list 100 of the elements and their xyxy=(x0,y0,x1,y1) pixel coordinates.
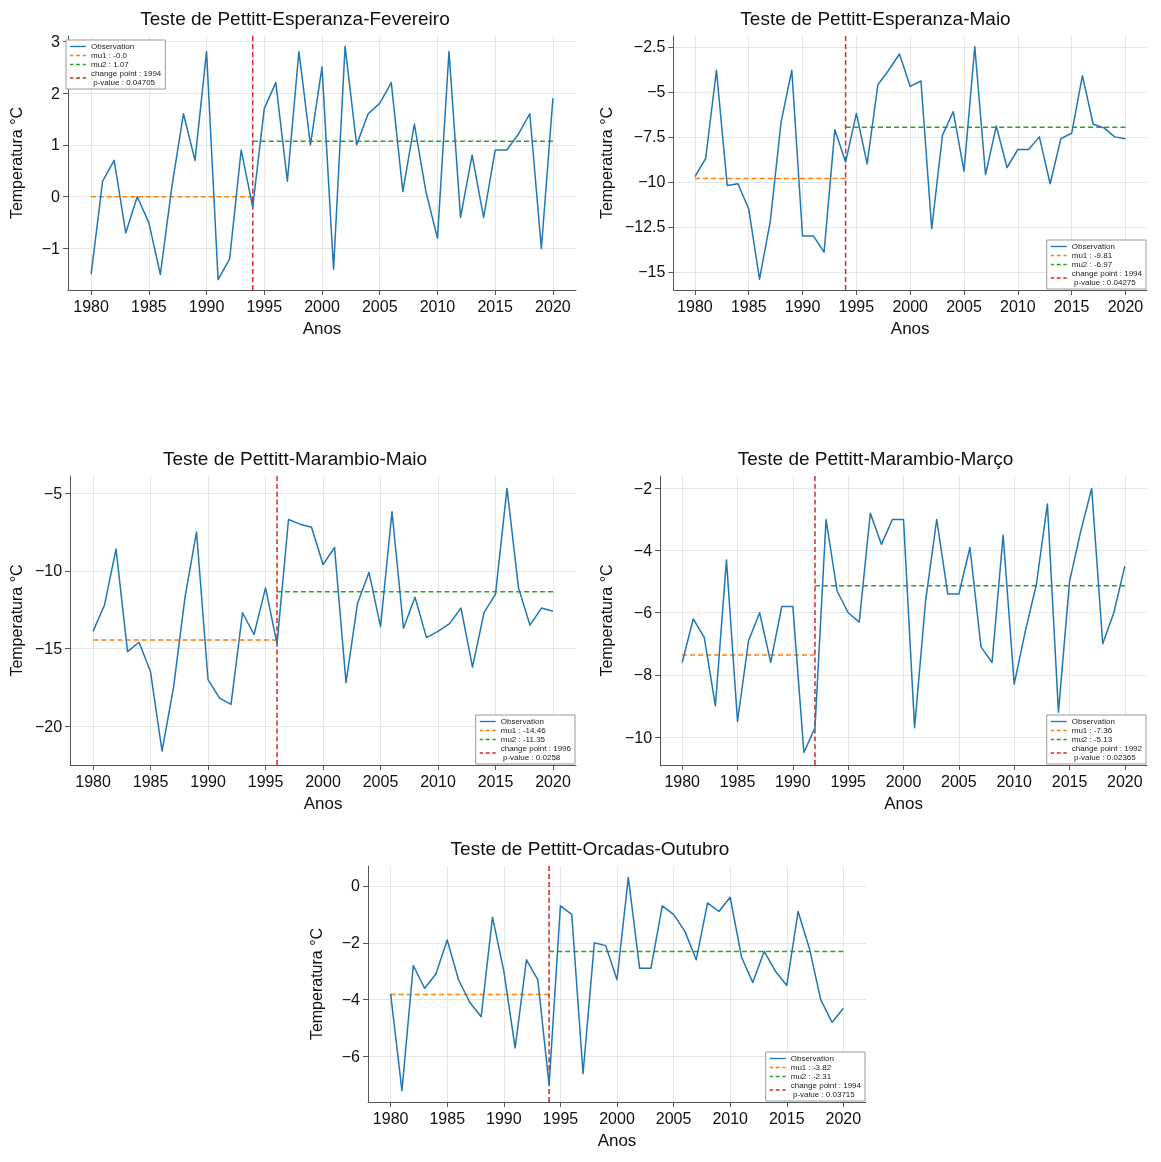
x-tick-label: 2010 xyxy=(420,772,456,790)
y-tick-label: −1 xyxy=(41,240,61,258)
x-tick-label: 1980 xyxy=(677,297,713,315)
x-tick-label: 2015 xyxy=(477,297,514,315)
x-tick-label: 2020 xyxy=(1107,297,1144,315)
line-series xyxy=(92,487,554,752)
y-axis-title: Temperatura °C xyxy=(597,106,615,220)
legend-label: mu2 : -2.31 xyxy=(790,1072,832,1081)
x-tick-label: 2000 xyxy=(892,297,929,315)
x-tick-label: 2005 xyxy=(655,1109,692,1127)
legend-label: mu2 : -5.13 xyxy=(1071,735,1113,744)
y-tick-label: 2 xyxy=(51,84,61,102)
x-tick-label: 1990 xyxy=(784,297,821,315)
y-tick-label: −15 xyxy=(34,639,63,657)
legend-label: mu1 : -0.0 xyxy=(91,51,128,60)
y-tick-label: −4 xyxy=(341,991,361,1009)
x-tick-label: 2010 xyxy=(419,297,456,315)
legend-label: Observation xyxy=(91,42,135,51)
y-tick-label: −20 xyxy=(34,717,63,735)
legend-label: mu1 : -9.81 xyxy=(1071,251,1113,260)
x-tick-label: 2000 xyxy=(305,772,341,790)
line-series xyxy=(90,45,554,281)
x-tick-label: 1995 xyxy=(247,772,284,790)
legend-label: mu2 : -11.35 xyxy=(500,735,546,744)
y-tick-label: 3 xyxy=(51,32,61,50)
x-tick-label: 1985 xyxy=(730,297,767,315)
y-tick-label: −7.5 xyxy=(633,128,666,146)
y-axis-title: Temperatura °C xyxy=(597,564,615,677)
x-tick-label: 1980 xyxy=(75,772,111,790)
x-tick-label: 2000 xyxy=(885,772,922,790)
x-tick-label: 2015 xyxy=(477,772,514,790)
x-tick-label: 2015 xyxy=(1051,772,1088,790)
y-tick-label: 0 xyxy=(51,188,61,206)
x-tick-label: 1990 xyxy=(188,297,225,315)
legend-label: Observation xyxy=(1071,242,1115,251)
legend-label: Observation xyxy=(790,1054,834,1063)
x-tick-label: 1980 xyxy=(73,297,109,315)
x-tick-label: 2010 xyxy=(996,772,1033,790)
y-tick-label: −8 xyxy=(633,666,653,684)
x-tick-label: 1985 xyxy=(719,772,756,790)
x-tick-label: 2020 xyxy=(1107,772,1143,790)
y-tick-label: −6 xyxy=(633,604,653,622)
line-series xyxy=(694,46,1127,280)
x-axis-title: Anos xyxy=(597,1131,637,1150)
x-tick-label: 2015 xyxy=(1053,297,1090,315)
y-axis-title: Temperatura °C xyxy=(307,927,325,1041)
y-tick-label: −12.5 xyxy=(624,218,666,236)
x-axis-title: Anos xyxy=(303,794,343,813)
x-tick-label: 1985 xyxy=(429,1109,466,1127)
line-series xyxy=(681,487,1126,754)
x-tick-label: 2010 xyxy=(1000,297,1036,315)
x-tick-label: 1995 xyxy=(830,772,867,790)
x-tick-label: 2005 xyxy=(941,772,977,790)
legend-label: mu1 : -7.36 xyxy=(1071,726,1113,735)
x-tick-label: 1985 xyxy=(132,772,169,790)
y-tick-label: −2 xyxy=(633,479,653,497)
legend-label: mu1 : -3.82 xyxy=(790,1063,832,1072)
y-tick-label: 1 xyxy=(51,136,61,154)
x-tick-label: 2000 xyxy=(304,297,340,315)
line-series xyxy=(389,876,845,1092)
x-tick-label: 2005 xyxy=(946,297,982,315)
chart-title: Teste de Pettitt-Marambio-Maio xyxy=(163,448,427,469)
y-tick-label: −5 xyxy=(43,484,63,502)
x-tick-label: 1980 xyxy=(372,1109,409,1127)
x-tick-label: 1990 xyxy=(190,772,226,790)
x-tick-label: 2005 xyxy=(362,772,399,790)
legend-label: change point : 1994 p-value : 0.04705 xyxy=(91,69,162,87)
x-tick-label: 2020 xyxy=(535,772,571,790)
y-tick-label: −6 xyxy=(341,1048,361,1066)
x-tick-label: 2005 xyxy=(361,297,398,315)
x-tick-label: 2010 xyxy=(712,1109,749,1127)
chart-title: Teste de Pettitt-Esperanza-Fevereiro xyxy=(140,8,450,29)
y-axis-title: Temperatura °C xyxy=(7,106,25,220)
x-tick-label: 1995 xyxy=(542,1109,579,1127)
x-tick-label: 1995 xyxy=(246,297,283,315)
x-axis-title: Anos xyxy=(890,319,930,338)
chart-title: Teste de Pettitt-Orcadas-Outubro xyxy=(450,838,730,859)
legend-label: change point : 1996 p-value : 0.0258 xyxy=(500,744,572,762)
legend-label: change point : 1992 p-value : 0.02365 xyxy=(1071,744,1143,762)
y-tick-label: −10 xyxy=(638,173,666,191)
x-tick-label: 2020 xyxy=(535,297,571,315)
y-tick-label: −2.5 xyxy=(633,38,666,56)
legend-label: change point : 1994 p-value : 0.03715 xyxy=(790,1081,862,1099)
y-tick-label: −15 xyxy=(638,263,666,281)
legend-label: Observation xyxy=(500,717,544,726)
chart-title: Teste de Pettitt-Esperanza-Maio xyxy=(740,8,1011,29)
x-axis-title: Anos xyxy=(302,319,342,338)
x-tick-label: 1995 xyxy=(838,297,875,315)
legend-label: change point : 1994 p-value : 0.04275 xyxy=(1071,269,1143,287)
x-axis-title: Anos xyxy=(884,794,923,813)
x-tick-label: 1985 xyxy=(131,297,167,315)
x-tick-label: 1990 xyxy=(486,1109,522,1127)
y-tick-label: −4 xyxy=(633,542,653,560)
x-tick-label: 2020 xyxy=(825,1109,862,1127)
legend-label: Observation xyxy=(1071,717,1115,726)
chart-title: Teste de Pettitt-Marambio-Março xyxy=(737,448,1014,469)
legend-label: mu2 : 1.07 xyxy=(91,60,130,69)
x-tick-label: 2015 xyxy=(768,1109,805,1127)
y-tick-label: −10 xyxy=(624,728,653,746)
x-tick-label: 2000 xyxy=(599,1109,635,1127)
